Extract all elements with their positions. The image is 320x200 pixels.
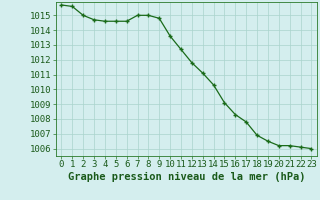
X-axis label: Graphe pression niveau de la mer (hPa): Graphe pression niveau de la mer (hPa): [68, 172, 305, 182]
